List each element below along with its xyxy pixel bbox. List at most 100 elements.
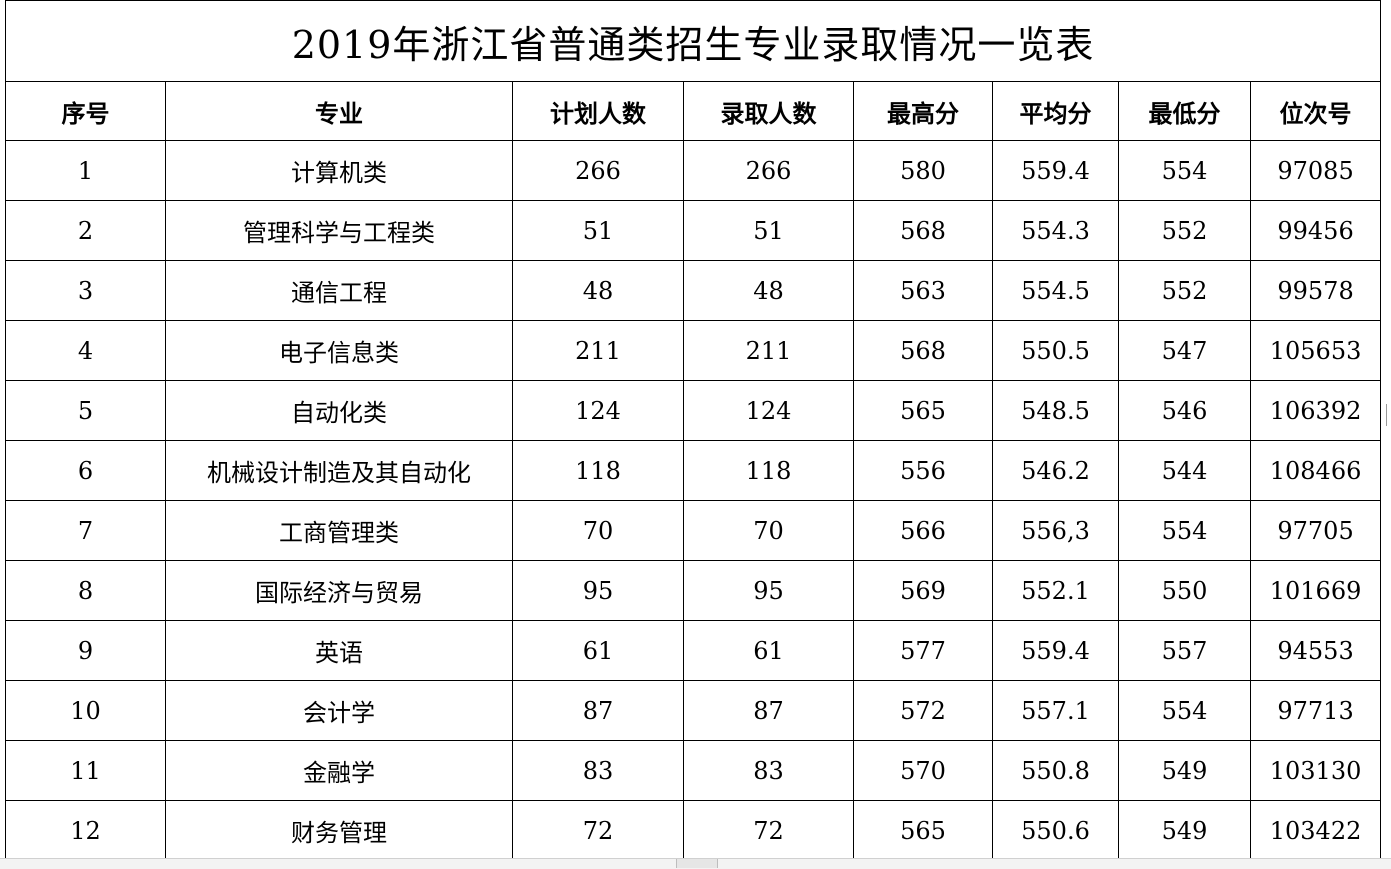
- cell-planned[interactable]: 72: [512, 800, 684, 861]
- cell-min-score[interactable]: 554: [1118, 500, 1251, 561]
- cell-planned[interactable]: 118: [512, 440, 684, 501]
- cell-min-score[interactable]: 552: [1118, 200, 1251, 261]
- cell-index[interactable]: 5: [5, 380, 166, 441]
- table-title[interactable]: 2019年浙江省普通类招生专业录取情况一览表: [4, 0, 1382, 82]
- cell-max-score[interactable]: 568: [853, 200, 993, 261]
- cell-min-score[interactable]: 549: [1118, 800, 1251, 861]
- cell-max-score[interactable]: 563: [853, 260, 993, 321]
- cell-min-score[interactable]: 546: [1118, 380, 1251, 441]
- cell-min-score[interactable]: 544: [1118, 440, 1251, 501]
- cell-planned[interactable]: 95: [512, 560, 684, 621]
- cell-planned[interactable]: 70: [512, 500, 684, 561]
- cell-planned[interactable]: 48: [512, 260, 684, 321]
- cell-index[interactable]: 4: [5, 320, 166, 381]
- cell-major[interactable]: 英语: [165, 620, 513, 681]
- cell-major[interactable]: 通信工程: [165, 260, 513, 321]
- cell-max-score[interactable]: 566: [853, 500, 993, 561]
- cell-avg-score[interactable]: 559.4: [992, 140, 1119, 201]
- cell-rank[interactable]: 105653: [1249, 320, 1382, 381]
- cell-admitted[interactable]: 51: [683, 200, 854, 261]
- header-cell-min-score[interactable]: 最低分: [1118, 81, 1251, 141]
- cell-min-score[interactable]: 550: [1118, 560, 1251, 621]
- cell-min-score[interactable]: 552: [1118, 260, 1251, 321]
- cell-admitted[interactable]: 83: [683, 740, 854, 801]
- cell-avg-score[interactable]: 554.5: [992, 260, 1119, 321]
- cell-index[interactable]: 11: [5, 740, 166, 801]
- cell-avg-score[interactable]: 557.1: [992, 680, 1119, 741]
- cell-rank[interactable]: 103422: [1249, 800, 1382, 861]
- cell-index[interactable]: 8: [5, 560, 166, 621]
- cell-rank[interactable]: 108466: [1249, 440, 1382, 501]
- cell-admitted[interactable]: 211: [683, 320, 854, 381]
- scrollbar-thumb[interactable]: [676, 859, 718, 868]
- cell-min-score[interactable]: 554: [1118, 680, 1251, 741]
- cell-max-score[interactable]: 570: [853, 740, 993, 801]
- cell-rank[interactable]: 99456: [1249, 200, 1382, 261]
- cell-avg-score[interactable]: 554.3: [992, 200, 1119, 261]
- cell-index[interactable]: 3: [5, 260, 166, 321]
- cell-avg-score[interactable]: 550.6: [992, 800, 1119, 861]
- cell-rank[interactable]: 94553: [1249, 620, 1382, 681]
- cell-major[interactable]: 电子信息类: [165, 320, 513, 381]
- cell-planned[interactable]: 61: [512, 620, 684, 681]
- header-cell-rank[interactable]: 位次号: [1249, 81, 1382, 141]
- header-cell-index[interactable]: 序号: [5, 81, 166, 141]
- cell-index[interactable]: 1: [5, 140, 166, 201]
- header-cell-avg-score[interactable]: 平均分: [992, 81, 1119, 141]
- cell-major[interactable]: 计算机类: [165, 140, 513, 201]
- cell-index[interactable]: 7: [5, 500, 166, 561]
- cell-major[interactable]: 自动化类: [165, 380, 513, 441]
- cell-avg-score[interactable]: 556,3: [992, 500, 1119, 561]
- header-cell-admitted[interactable]: 录取人数: [683, 81, 854, 141]
- cell-major[interactable]: 国际经济与贸易: [165, 560, 513, 621]
- cell-planned[interactable]: 211: [512, 320, 684, 381]
- cell-max-score[interactable]: 568: [853, 320, 993, 381]
- cell-rank[interactable]: 97705: [1249, 500, 1382, 561]
- cell-index[interactable]: 12: [5, 800, 166, 861]
- cell-admitted[interactable]: 61: [683, 620, 854, 681]
- cell-major[interactable]: 工商管理类: [165, 500, 513, 561]
- cell-admitted[interactable]: 266: [683, 140, 854, 201]
- cell-max-score[interactable]: 565: [853, 800, 993, 861]
- cell-admitted[interactable]: 118: [683, 440, 854, 501]
- cell-avg-score[interactable]: 548.5: [992, 380, 1119, 441]
- cell-index[interactable]: 2: [5, 200, 166, 261]
- cell-avg-score[interactable]: 552.1: [992, 560, 1119, 621]
- cell-rank[interactable]: 97713: [1249, 680, 1382, 741]
- cell-admitted[interactable]: 72: [683, 800, 854, 861]
- cell-max-score[interactable]: 556: [853, 440, 993, 501]
- cell-min-score[interactable]: 549: [1118, 740, 1251, 801]
- cell-planned[interactable]: 266: [512, 140, 684, 201]
- header-cell-planned[interactable]: 计划人数: [512, 81, 684, 141]
- cell-major[interactable]: 财务管理: [165, 800, 513, 861]
- cell-major[interactable]: 管理科学与工程类: [165, 200, 513, 261]
- cell-major[interactable]: 会计学: [165, 680, 513, 741]
- cell-max-score[interactable]: 569: [853, 560, 993, 621]
- cell-rank[interactable]: 106392: [1249, 380, 1382, 441]
- cell-min-score[interactable]: 554: [1118, 140, 1251, 201]
- cell-admitted[interactable]: 48: [683, 260, 854, 321]
- cell-index[interactable]: 10: [5, 680, 166, 741]
- header-cell-major[interactable]: 专业: [165, 81, 513, 141]
- cell-admitted[interactable]: 95: [683, 560, 854, 621]
- cell-rank[interactable]: 103130: [1249, 740, 1382, 801]
- cell-max-score[interactable]: 577: [853, 620, 993, 681]
- cell-planned[interactable]: 87: [512, 680, 684, 741]
- cell-planned[interactable]: 51: [512, 200, 684, 261]
- cell-planned[interactable]: 124: [512, 380, 684, 441]
- cell-avg-score[interactable]: 546.2: [992, 440, 1119, 501]
- cell-index[interactable]: 9: [5, 620, 166, 681]
- resize-handle[interactable]: [1386, 404, 1391, 426]
- cell-admitted[interactable]: 87: [683, 680, 854, 741]
- cell-index[interactable]: 6: [5, 440, 166, 501]
- cell-avg-score[interactable]: 550.8: [992, 740, 1119, 801]
- cell-major[interactable]: 机械设计制造及其自动化: [165, 440, 513, 501]
- cell-planned[interactable]: 83: [512, 740, 684, 801]
- cell-rank[interactable]: 101669: [1249, 560, 1382, 621]
- cell-avg-score[interactable]: 559.4: [992, 620, 1119, 681]
- cell-max-score[interactable]: 565: [853, 380, 993, 441]
- cell-min-score[interactable]: 557: [1118, 620, 1251, 681]
- header-cell-max-score[interactable]: 最高分: [853, 81, 993, 141]
- cell-major[interactable]: 金融学: [165, 740, 513, 801]
- cell-admitted[interactable]: 124: [683, 380, 854, 441]
